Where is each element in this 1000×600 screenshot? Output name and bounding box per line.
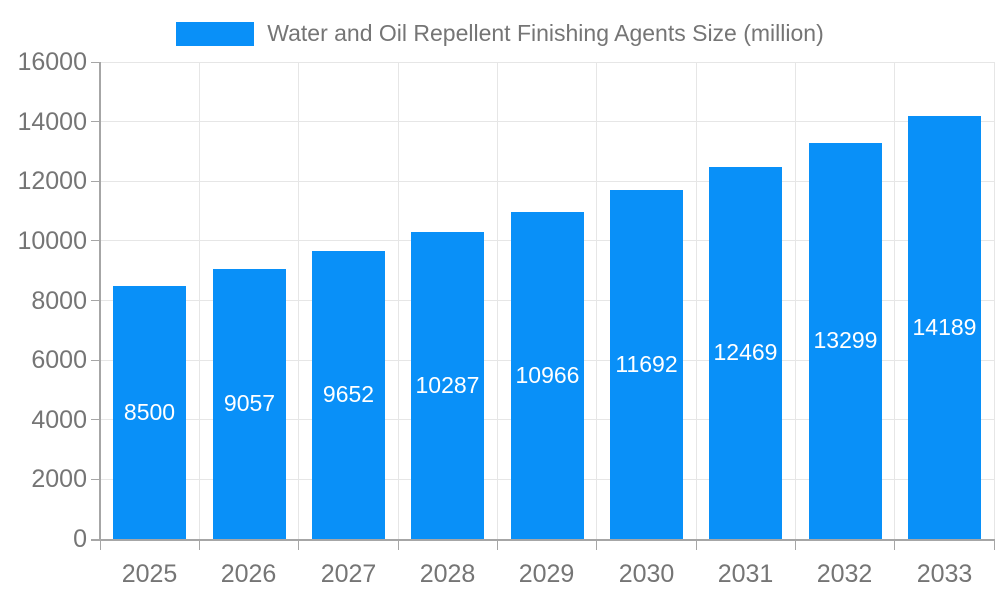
x-axis-tick [596,539,598,550]
bar-2026[interactable]: 9057 [213,269,286,539]
x-axis-label-2031: 2031 [717,560,774,588]
y-gridline-16000 [100,61,994,63]
y-gridline-12000 [100,180,994,182]
y-axis-label: 16000 [17,48,87,76]
x-axis-label-2025: 2025 [121,560,178,588]
bar-2033[interactable]: 14189 [908,116,981,539]
y-axis-label: 4000 [31,405,87,434]
bar-value-label-2028: 10287 [415,371,480,398]
x-axis-tick [397,539,399,550]
x-axis-tick [993,539,995,550]
y-axis-label: 14000 [17,107,87,136]
chart-legend: Water and Oil Repellent Finishing Agents… [0,20,1000,47]
x-axis-tick [894,539,896,550]
x-gridline-1 [198,62,200,539]
y-axis-label: 0 [73,525,87,553]
bar-value-label-2033: 14189 [912,313,977,340]
bar-value-label-2029: 10966 [515,361,580,388]
x-axis-label-2032: 2032 [816,560,873,588]
y-axis-label: 8000 [31,286,87,315]
y-axis-tick [91,359,100,361]
bar-value-label-2031: 12469 [713,339,778,365]
x-gridline-2 [298,62,300,539]
y-axis-label: 6000 [31,346,87,375]
bar-value-label-2026: 9057 [223,390,276,416]
y-axis-label: 10000 [17,226,87,255]
bar-value-label-2025: 8500 [123,398,176,425]
x-gridline-8 [894,62,896,539]
x-gridline-5 [596,62,598,539]
x-axis-tick [695,539,697,550]
bar-value-label-2032: 13299 [813,327,878,353]
x-axis-label-2028: 2028 [419,560,476,588]
bar-value-label-2030: 11692 [615,350,678,377]
bar-2031[interactable]: 12469 [709,167,782,539]
y-axis-tick [91,61,100,63]
y-axis-line [99,62,101,540]
bar-2028[interactable]: 10287 [411,232,484,539]
x-gridline-4 [496,62,498,539]
y-axis-tick [91,478,100,480]
x-axis-tick [496,539,498,550]
bar-2027[interactable]: 9652 [312,251,385,539]
x-gridline-6 [695,62,697,539]
bar-2025[interactable]: 8500 [113,286,186,539]
x-axis-tick [198,539,200,550]
y-axis-tick [91,180,100,182]
y-axis-tick [91,300,100,301]
y-axis-label: 12000 [17,167,87,196]
legend-swatch[interactable] [176,21,255,46]
x-gridline-3 [397,62,399,539]
x-axis-label-2026: 2026 [220,560,277,588]
x-gridline-9 [993,62,995,539]
bar-2029[interactable]: 10966 [511,212,584,539]
x-axis-label-2033: 2033 [916,560,973,588]
y-axis-tick [91,121,100,123]
x-axis-label-2030: 2030 [618,560,675,588]
x-axis-tick [99,539,101,550]
x-axis-tick [794,539,796,550]
y-axis-tick [91,240,100,242]
x-gridline-7 [794,62,796,539]
y-axis-label: 2000 [31,465,87,494]
y-axis-tick [91,419,100,421]
x-axis-tick [298,539,300,550]
x-axis-label-2029: 2029 [518,560,575,588]
bar-2032[interactable]: 13299 [809,143,882,539]
x-axis-label-2027: 2027 [320,560,377,588]
bar-2030[interactable]: 11692 [610,190,683,539]
bar-value-label-2027: 9652 [322,381,375,407]
x-axis-line [91,539,994,541]
legend-label[interactable]: Water and Oil Repellent Finishing Agents… [267,20,824,46]
y-gridline-14000 [100,121,994,123]
